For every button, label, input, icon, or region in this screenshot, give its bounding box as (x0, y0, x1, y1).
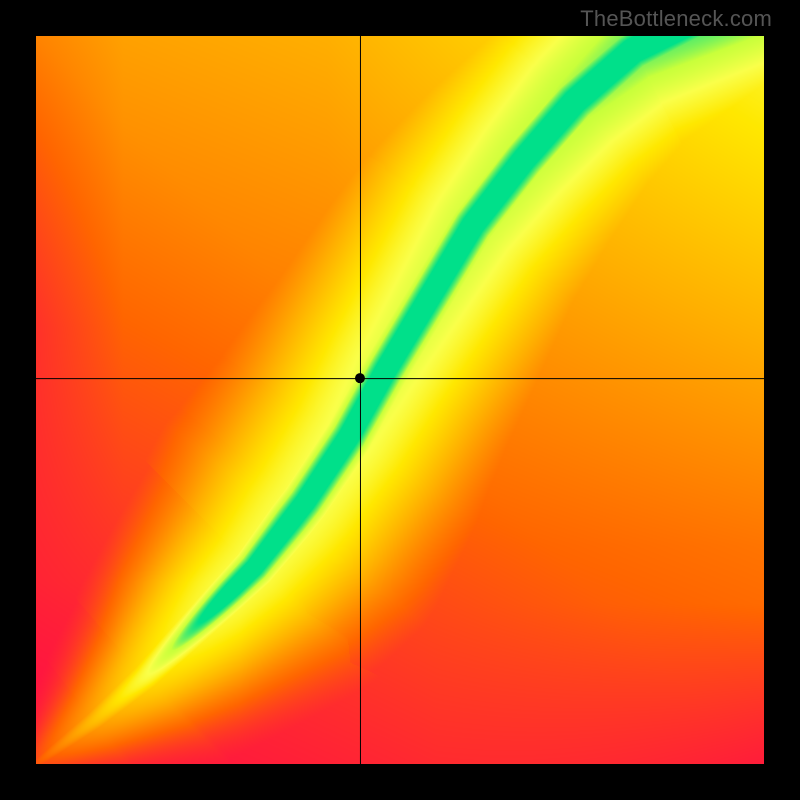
chart-container: TheBottleneck.com (0, 0, 800, 800)
watermark-text: TheBottleneck.com (580, 6, 772, 32)
bottleneck-heatmap (36, 36, 764, 764)
